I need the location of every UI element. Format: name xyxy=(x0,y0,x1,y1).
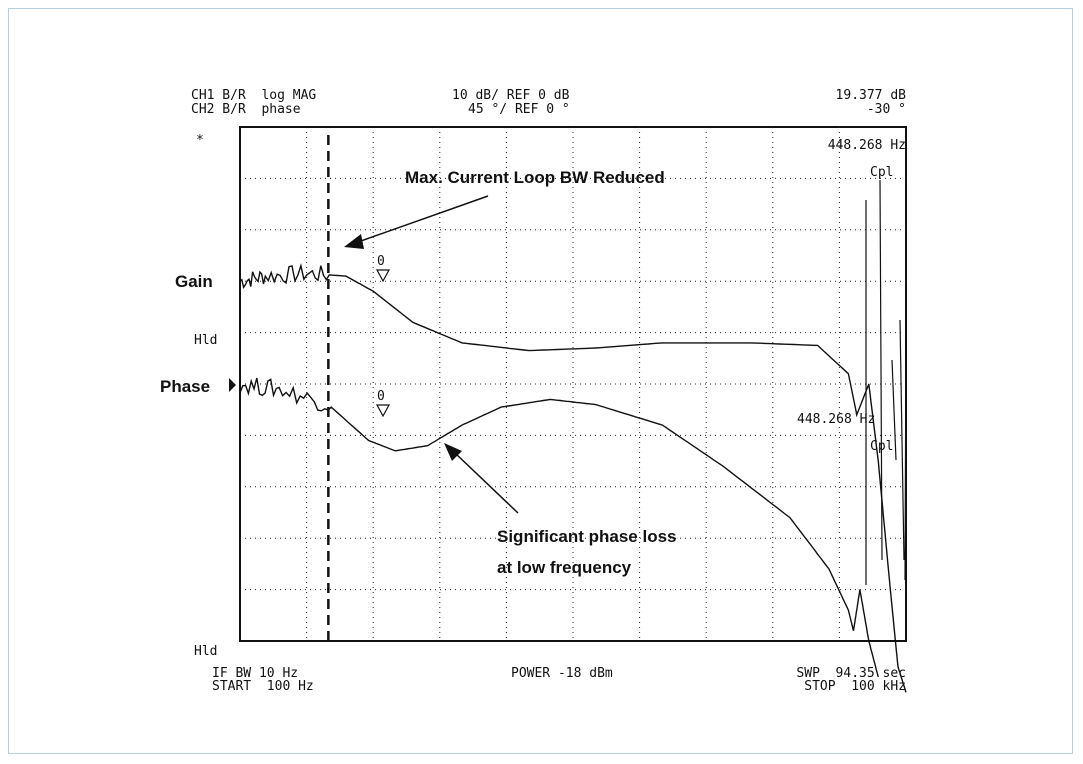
grid xyxy=(240,127,906,641)
series-layer xyxy=(240,180,906,692)
phase-trace xyxy=(240,378,878,677)
resonance-trace xyxy=(866,180,906,585)
phase-marker-triangle xyxy=(377,405,389,416)
phase-indicator-arrow xyxy=(229,378,236,392)
gain-trace xyxy=(240,266,906,693)
plot-border xyxy=(240,127,906,641)
gain-marker-triangle xyxy=(377,270,389,281)
bw-annotation-arrow xyxy=(344,196,488,249)
